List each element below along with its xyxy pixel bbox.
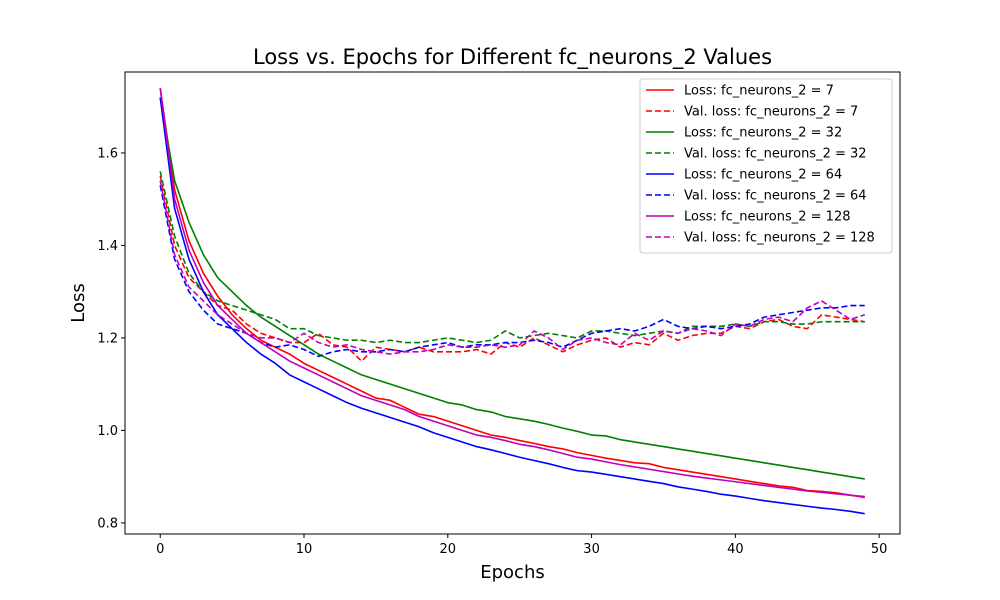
legend-label-2: Loss: fc_neurons_2 = 32 [684, 126, 842, 141]
series-line-6 [159, 88, 865, 498]
y-axis: 0.8 1.0 1.2 1.4 1.6 [97, 146, 125, 531]
y-tick-label: 1.4 [97, 239, 118, 254]
x-axis-title: Epochs [480, 562, 545, 583]
legend-label-0: Loss: fc_neurons_2 = 7 [684, 84, 834, 99]
legend-label-6: Loss: fc_neurons_2 = 128 [684, 210, 851, 225]
series-line-0 [159, 88, 865, 499]
x-tick-label: 40 [727, 542, 744, 557]
plot-frame [124, 71, 901, 535]
x-tick-label: 0 [156, 542, 164, 557]
legend-frame [639, 78, 893, 254]
x-tick-label: 30 [583, 542, 600, 557]
chart-title: Loss vs. Epochs for Different fc_neurons… [253, 45, 772, 70]
x-tick-label: 20 [440, 542, 457, 557]
series-line-2 [159, 97, 865, 480]
y-tick-label: 1.6 [97, 146, 118, 161]
y-tick-label: 1.0 [97, 424, 118, 439]
legend: Loss: fc_neurons_2 = 7 Val. loss: fc_neur… [639, 78, 893, 254]
y-axis-title: Loss [68, 283, 89, 322]
plot-series [159, 88, 866, 515]
x-axis: 0 10 20 30 40 50 [156, 534, 887, 557]
series-line-5 [159, 185, 865, 358]
y-tick-label: 1.2 [97, 331, 118, 346]
y-tick-label: 0.8 [97, 516, 118, 531]
series-line-3 [159, 171, 865, 344]
series-line-4 [159, 97, 865, 515]
legend-label-7: Val. loss: fc_neurons_2 = 128 [684, 231, 875, 246]
series-line-7 [159, 180, 866, 355]
legend-label-4: Loss: fc_neurons_2 = 64 [684, 168, 842, 183]
x-tick-label: 50 [871, 542, 888, 557]
legend-label-5: Val. loss: fc_neurons_2 = 64 [684, 189, 867, 204]
legend-label-3: Val. loss: fc_neurons_2 = 32 [684, 147, 867, 162]
x-tick-label: 10 [296, 542, 313, 557]
legend-label-1: Val. loss: fc_neurons_2 = 7 [684, 105, 858, 120]
